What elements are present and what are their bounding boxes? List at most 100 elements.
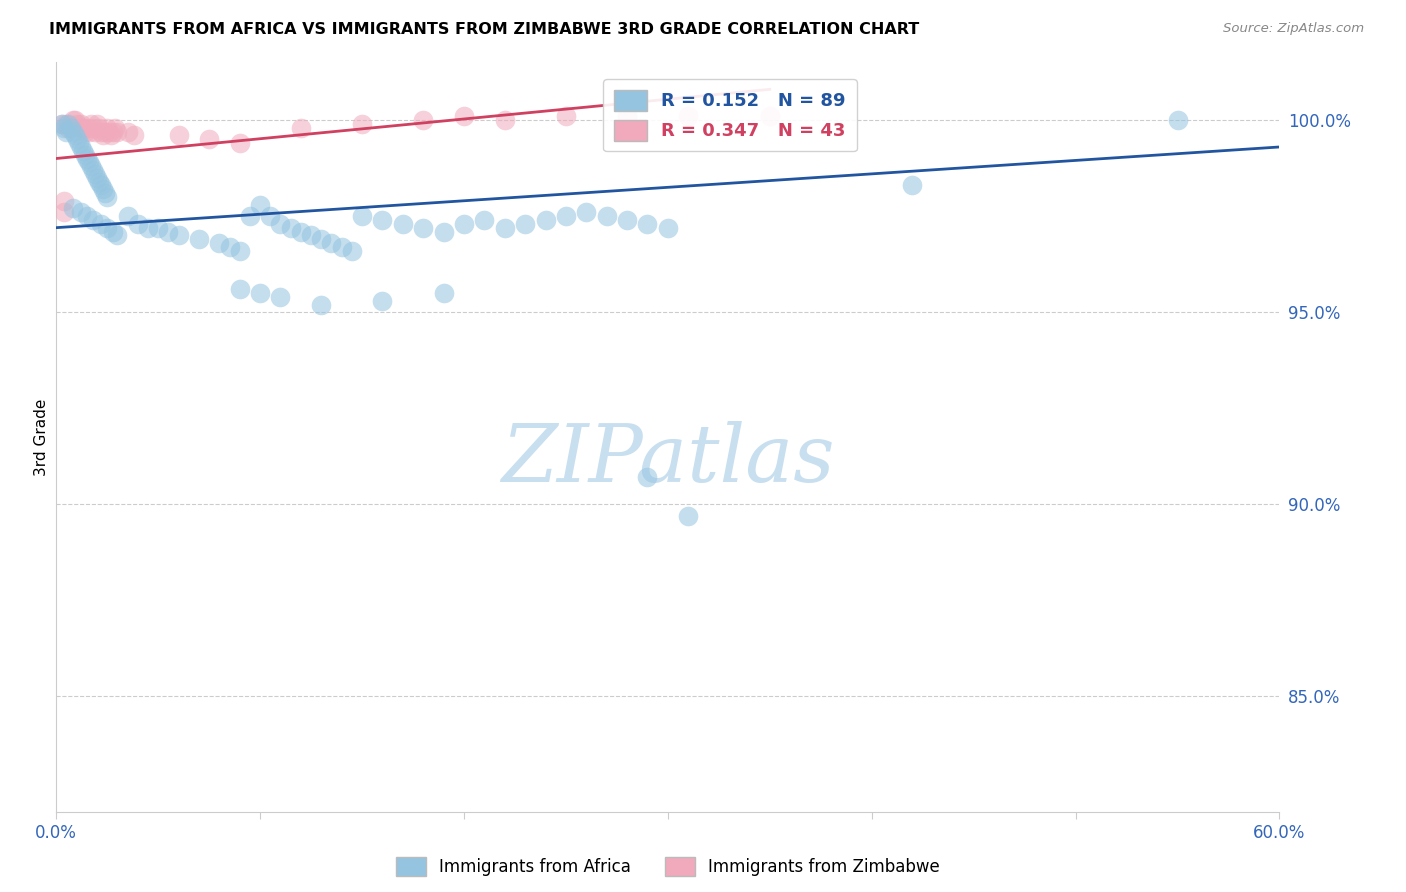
Text: Source: ZipAtlas.com: Source: ZipAtlas.com (1223, 22, 1364, 36)
Point (58, 117, 80, 131)
Point (53, 120, 76, 135)
Point (167, 228, 190, 243)
Point (412, 220, 434, 235)
Point (94, 186, 117, 200)
Point (66, 117, 87, 131)
Point (62, 113, 84, 128)
Point (280, 220, 302, 235)
Point (90, 125, 112, 139)
Point (340, 244, 363, 258)
Point (228, 282, 252, 296)
Point (104, 120, 127, 135)
Point (94, 125, 117, 139)
Point (290, 120, 312, 135)
Point (678, 508, 700, 523)
Point (63, 128, 86, 143)
Point (228, 136, 252, 150)
Point (63, 113, 86, 128)
Point (76, 120, 98, 135)
Point (136, 220, 159, 235)
Point (90, 217, 112, 231)
Point (62, 202, 84, 216)
Point (352, 117, 374, 131)
Point (167, 128, 190, 143)
Point (55, 125, 77, 139)
Point (87, 175, 110, 189)
Point (901, 178, 924, 193)
Point (616, 213, 638, 227)
Point (433, 225, 456, 239)
Point (534, 213, 557, 227)
Point (117, 125, 139, 139)
Point (198, 132, 221, 146)
Point (87, 120, 110, 135)
Point (494, 220, 516, 235)
Point (208, 235, 231, 250)
Point (290, 225, 312, 239)
Point (270, 217, 292, 231)
Point (148, 220, 170, 235)
Point (53, 194, 76, 208)
Point (69, 117, 91, 131)
Point (330, 240, 353, 254)
Point (636, 470, 658, 484)
Point (249, 197, 271, 211)
Point (218, 240, 240, 254)
Point (575, 205, 598, 219)
Point (100, 128, 122, 143)
Point (77, 155, 100, 169)
Point (73, 147, 96, 161)
Point (91, 128, 114, 143)
Point (82, 213, 104, 227)
Point (433, 285, 456, 300)
Point (117, 209, 139, 223)
Point (59, 120, 82, 135)
Point (82, 120, 104, 135)
Point (76, 152, 98, 166)
Point (96, 120, 118, 135)
Point (103, 125, 125, 139)
Point (90, 178, 112, 193)
Point (554, 209, 576, 223)
Text: ZIPatlas: ZIPatlas (501, 421, 835, 499)
Point (616, 109, 638, 123)
Point (84, 167, 107, 181)
Point (228, 244, 252, 258)
Point (657, 220, 679, 235)
Point (76, 209, 98, 223)
Point (494, 113, 516, 128)
Point (472, 213, 496, 227)
Point (51, 117, 73, 131)
Point (86, 170, 108, 185)
Point (299, 228, 322, 243)
Point (371, 213, 394, 227)
Point (72, 144, 94, 158)
Point (107, 228, 129, 243)
Y-axis label: 3rd Grade: 3rd Grade (34, 399, 49, 475)
Point (91, 182, 114, 196)
Legend: Immigrants from Africa, Immigrants from Zimbabwe: Immigrants from Africa, Immigrants from … (389, 850, 946, 882)
Point (391, 217, 415, 231)
Point (103, 225, 125, 239)
Point (51, 117, 73, 131)
Point (352, 209, 374, 223)
Point (96, 190, 118, 204)
Point (239, 209, 262, 223)
Point (67, 136, 90, 150)
Point (59, 120, 82, 135)
Point (86, 117, 108, 131)
Point (759, 109, 782, 123)
Point (157, 225, 180, 239)
Point (188, 232, 211, 246)
Point (554, 109, 576, 123)
Point (107, 125, 129, 139)
Point (82, 163, 104, 178)
Point (515, 217, 537, 231)
Point (309, 297, 333, 311)
Point (270, 290, 292, 304)
Point (96, 220, 118, 235)
Point (62, 125, 84, 139)
Point (69, 140, 91, 154)
Point (58, 120, 80, 135)
Point (371, 293, 394, 308)
